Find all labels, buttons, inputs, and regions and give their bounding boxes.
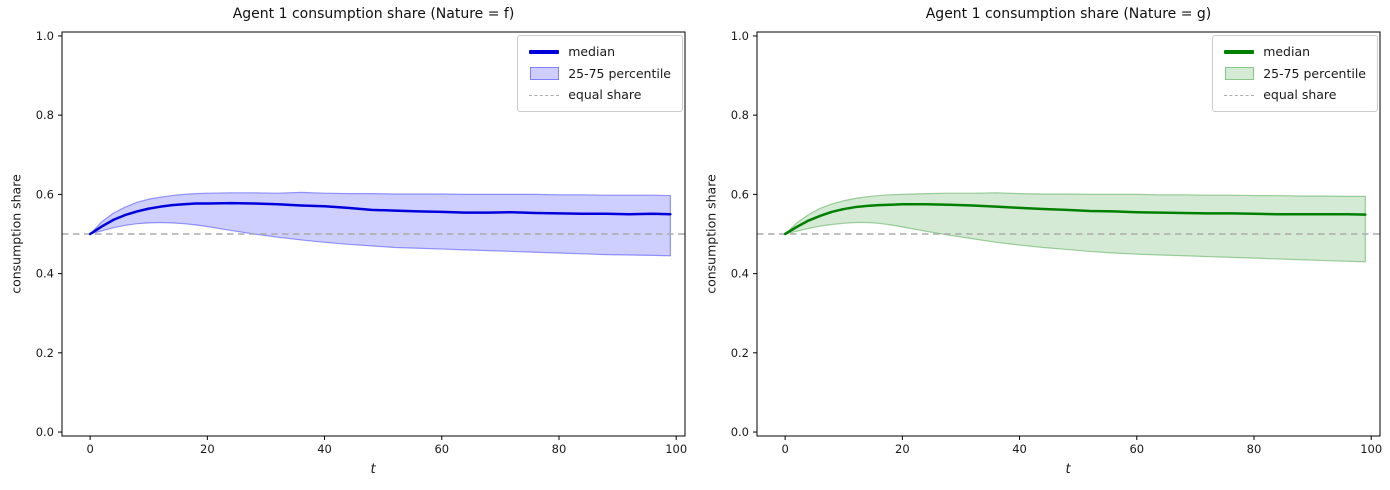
legend-item-percentile-band: 25-75 percentile	[1224, 66, 1366, 82]
x-tick-label: 0	[781, 442, 788, 456]
chart-panel-nature-f: 0 20 40 60 80 100 0.0 0.2 0.4 0.6 0.8 1.0 Agent 1 c…	[8, 6, 688, 477]
x-tick-label: 40	[317, 442, 332, 456]
median-line-swatch	[1224, 50, 1255, 54]
median-line	[783, 203, 1367, 236]
x-tick-label: 100	[1360, 442, 1382, 456]
y-tick-label: 1.0	[36, 29, 54, 43]
legend-item-median: median	[1224, 44, 1366, 60]
y-tick-label: 0.8	[731, 108, 749, 122]
percentile-band	[784, 192, 1366, 263]
y-axis-label: consumption share	[8, 174, 24, 294]
x-tick-label: 20	[895, 442, 910, 456]
y-tick-label: 0.0	[36, 425, 54, 439]
chart-title: Agent 1 consumption share (Nature = g)	[925, 6, 1212, 22]
y-tick-label: 0.6	[731, 187, 749, 201]
axes-spines	[756, 31, 1381, 437]
legend-label-percentile-band: 25-75 percentile	[1263, 65, 1366, 81]
y-axis-label: consumption share	[703, 174, 719, 294]
chart-panel-nature-g: 0 20 40 60 80 100 0.0 0.2 0.4 0.6 0.8 1.0 Agent 1 c…	[695, 0, 1390, 490]
x-tick-label: 80	[1247, 442, 1262, 456]
legend-item-percentile-band: 25-75 percentile	[529, 66, 671, 82]
plot-area-nature-g: 0 20 40 60 80 100 0.0 0.2 0.4 0.6 0.8 1.0	[731, 29, 1382, 456]
legend-item-equal-share: equal share	[529, 87, 671, 103]
legend: median 25-75 percentile equal share	[517, 35, 683, 112]
legend-label-equal-share: equal share	[568, 87, 642, 103]
y-tick-label: 0.2	[36, 346, 54, 360]
x-tick-label: 0	[86, 442, 93, 456]
percentile-band-swatch	[1224, 66, 1254, 80]
x-tick-label: 60	[434, 442, 449, 456]
legend-label-percentile-band: 25-75 percentile	[568, 65, 671, 81]
y-tick-label: 0.0	[731, 425, 749, 439]
equal-share-dash-swatch	[529, 94, 560, 96]
plot-area-nature-f: 0 20 40 60 80 100 0.0 0.2 0.4 0.6 0.8 1.0	[36, 29, 687, 456]
y-tick-label: 0.4	[36, 267, 54, 281]
legend-item-median: median	[529, 44, 671, 60]
legend-label-median: median	[1263, 44, 1311, 59]
x-tick-label: 40	[1012, 442, 1027, 456]
y-tick-label: 1.0	[731, 29, 749, 43]
y-tick-label: 0.6	[36, 187, 54, 201]
median-line-swatch	[529, 50, 560, 54]
y-tick-label: 0.8	[36, 108, 54, 122]
x-tick-label: 60	[1129, 442, 1144, 456]
legend: median 25-75 percentile equal share	[1212, 35, 1378, 112]
y-tick-label: 0.4	[731, 267, 749, 281]
median-line	[88, 201, 672, 236]
x-axis-label: t	[1065, 462, 1071, 477]
equal-share-dash-swatch	[1224, 94, 1255, 96]
legend-item-equal-share: equal share	[1224, 87, 1366, 103]
x-axis-label: t	[370, 462, 376, 477]
axes-spines	[61, 31, 686, 437]
legend-label-median: median	[568, 44, 616, 59]
chart-title: Agent 1 consumption share (Nature = f)	[232, 6, 515, 22]
percentile-band-swatch	[529, 66, 559, 80]
x-tick-label: 20	[200, 442, 215, 456]
y-tick-label: 0.2	[731, 346, 749, 360]
legend-label-equal-share: equal share	[1263, 87, 1337, 103]
x-tick-label: 80	[552, 442, 567, 456]
x-tick-label: 100	[665, 442, 687, 456]
percentile-band	[89, 191, 671, 257]
